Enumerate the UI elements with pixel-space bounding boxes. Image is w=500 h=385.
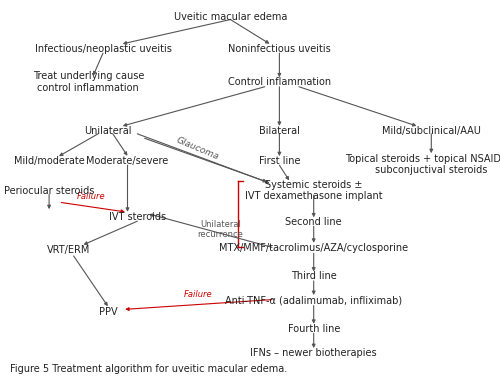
- Text: Mild/moderate: Mild/moderate: [14, 156, 85, 166]
- Text: Unilateral: Unilateral: [84, 126, 132, 136]
- Text: Third line: Third line: [291, 271, 337, 281]
- Text: VRT/ERM: VRT/ERM: [47, 245, 90, 255]
- Text: Topical steroids + topical NSAIDs ±
subconjuctival steroids: Topical steroids + topical NSAIDs ± subc…: [345, 154, 500, 175]
- Text: Moderate/severe: Moderate/severe: [86, 156, 168, 166]
- Text: Systemic steroids ±
IVT dexamethasone implant: Systemic steroids ± IVT dexamethasone im…: [245, 180, 382, 201]
- Text: Treat underlying cause
control inflammation: Treat underlying cause control inflammat…: [32, 72, 144, 93]
- Text: Mild/subclinical/AAU: Mild/subclinical/AAU: [382, 126, 480, 136]
- Text: Uveitic macular edema: Uveitic macular edema: [174, 12, 287, 22]
- Text: Noninfectious uveitis: Noninfectious uveitis: [228, 44, 331, 54]
- Text: Figure 5 Treatment algorithm for uveitic macular edema.: Figure 5 Treatment algorithm for uveitic…: [10, 364, 287, 374]
- Text: PPV: PPV: [98, 307, 117, 317]
- Text: Infectious/neoplastic uveitis: Infectious/neoplastic uveitis: [34, 44, 172, 54]
- Text: IFNs – newer biotherapies: IFNs – newer biotherapies: [250, 348, 377, 358]
- Text: Periocular steroids: Periocular steroids: [4, 186, 94, 196]
- Text: First line: First line: [258, 156, 300, 166]
- Text: IVT steroids: IVT steroids: [108, 212, 166, 222]
- Text: Bilateral: Bilateral: [259, 126, 300, 136]
- Text: Glaucoma: Glaucoma: [175, 136, 220, 162]
- Text: Second line: Second line: [286, 217, 342, 227]
- Text: Failure: Failure: [76, 192, 105, 201]
- Text: Failure: Failure: [184, 290, 213, 299]
- Text: MTX/MMF/tacrolimus/AZA/cyclosporine: MTX/MMF/tacrolimus/AZA/cyclosporine: [219, 243, 408, 253]
- Text: Fourth line: Fourth line: [288, 324, 340, 334]
- Text: Unilateral
recurrence: Unilateral recurrence: [198, 220, 244, 239]
- Text: Anti-TNF-α (adalimumab, infliximab): Anti-TNF-α (adalimumab, infliximab): [225, 296, 402, 306]
- Text: Control inflammation: Control inflammation: [228, 77, 331, 87]
